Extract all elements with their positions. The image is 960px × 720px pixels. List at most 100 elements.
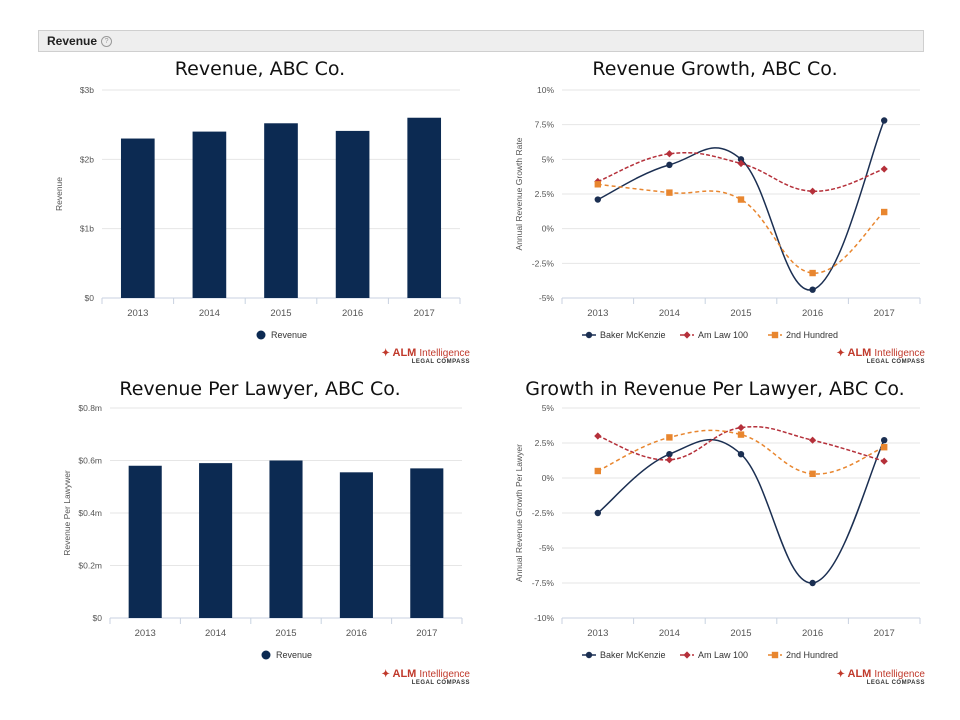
data-point bbox=[737, 196, 745, 203]
y-tick-label: 7.5% bbox=[535, 120, 555, 130]
y-tick-label: -10% bbox=[534, 613, 554, 623]
data-point bbox=[666, 434, 673, 441]
bar bbox=[120, 138, 155, 298]
data-point bbox=[881, 208, 888, 216]
data-point bbox=[594, 181, 601, 188]
series-line bbox=[597, 426, 885, 462]
y-tick-label: 2.5% bbox=[535, 438, 555, 448]
brand-suffix: Intelligence bbox=[874, 348, 925, 359]
data-point bbox=[881, 117, 888, 124]
chart-title: Growth in Revenue Per Lawyer, ABC Co. bbox=[525, 378, 905, 400]
data-point bbox=[809, 436, 817, 444]
y-tick-label: $0.2m bbox=[78, 561, 102, 571]
data-point bbox=[809, 187, 817, 195]
brand-name: ALM bbox=[392, 668, 417, 680]
x-tick-label: 2016 bbox=[802, 308, 823, 319]
x-tick-label: 2016 bbox=[802, 628, 823, 639]
x-tick-label: 2015 bbox=[730, 308, 751, 319]
data-point bbox=[737, 431, 745, 438]
panel-title: Revenue bbox=[47, 34, 98, 48]
x-tick-label: 2013 bbox=[587, 308, 608, 319]
y-tick-label: 0% bbox=[542, 473, 555, 483]
x-tick-label: 2015 bbox=[730, 628, 751, 639]
legend-label: Am Law 100 bbox=[698, 650, 748, 660]
y-tick-label: $3b bbox=[80, 85, 94, 95]
legend-label: 2nd Hundred bbox=[786, 650, 838, 660]
chart-growth-per-lawyer: Growth in Revenue Per Lawyer, ABC Co. -1… bbox=[500, 378, 930, 698]
brand-logo: ✦ ALM Intelligence LEGAL COMPASS bbox=[805, 347, 925, 365]
x-tick-label: 2017 bbox=[874, 308, 895, 319]
y-tick-label: 10% bbox=[537, 85, 554, 95]
brand-suffix: Intelligence bbox=[419, 348, 470, 359]
data-point bbox=[809, 470, 816, 477]
alm-logo-icon: ✦ bbox=[836, 669, 845, 680]
data-point bbox=[594, 509, 601, 517]
x-tick-label: 2016 bbox=[346, 628, 367, 639]
y-tick-label: $0 bbox=[93, 613, 103, 623]
series-line bbox=[597, 183, 885, 274]
legend-label: Am Law 100 bbox=[698, 330, 748, 340]
legend-marker bbox=[261, 650, 271, 660]
panel-header: Revenue ? bbox=[38, 30, 924, 52]
data-point bbox=[585, 331, 593, 339]
bar bbox=[335, 130, 370, 298]
data-point bbox=[737, 159, 745, 168]
chart-title: Revenue Growth, ABC Co. bbox=[592, 58, 838, 80]
y-tick-label: 5% bbox=[542, 403, 555, 413]
series-line bbox=[597, 438, 885, 584]
x-tick-label: 2016 bbox=[342, 308, 363, 319]
bar bbox=[264, 123, 298, 298]
chart-revenue-growth: Revenue Growth, ABC Co. -5% -2.5% 0% 2.5% 5%… bbox=[500, 58, 930, 378]
y-tick-label: $0 bbox=[85, 293, 95, 303]
bar bbox=[407, 117, 442, 298]
data-point bbox=[665, 150, 673, 158]
chart-revenue-per-lawyer-svg: $0 $0.2m $0.4m $0.6m $0.8m 2013 2014 2015 2016 20… bbox=[62, 403, 463, 660]
brand-suffix: Intelligence bbox=[419, 669, 470, 680]
y-tick-label: $0.4m bbox=[78, 508, 102, 518]
data-point bbox=[809, 579, 816, 587]
y-tick-label: -2.5% bbox=[532, 508, 555, 518]
bar bbox=[128, 465, 162, 618]
y-tick-label: $0.8m bbox=[78, 403, 102, 413]
y-tick-label: 5% bbox=[542, 154, 555, 164]
x-tick-label: 2015 bbox=[270, 308, 291, 319]
brand-sub: LEGAL COMPASS bbox=[866, 680, 925, 686]
chart-revenue-per-lawyer: Revenue Per Lawyer, ABC Co. $0 $0.2m $0.4m… bbox=[40, 378, 480, 698]
x-tick-label: 2013 bbox=[587, 628, 608, 639]
legend-label: Baker McKenzie bbox=[600, 330, 666, 340]
bar bbox=[410, 468, 444, 618]
data-point bbox=[809, 286, 816, 293]
y-tick-label: 0% bbox=[542, 224, 555, 234]
bar bbox=[339, 472, 373, 618]
data-point bbox=[594, 196, 601, 203]
brand-name: ALM bbox=[392, 347, 417, 359]
y-tick-label: $0.6m bbox=[78, 456, 102, 466]
series-line bbox=[597, 120, 885, 291]
data-point bbox=[880, 165, 888, 173]
data-point bbox=[683, 331, 691, 339]
y-axis-label: Annual Revenue Growth Per Lawyer bbox=[514, 444, 524, 582]
x-tick-label: 2017 bbox=[416, 628, 437, 639]
alm-logo-icon: ✦ bbox=[381, 669, 390, 680]
brand-name: ALM bbox=[847, 668, 872, 680]
y-tick-label: $1b bbox=[80, 224, 94, 234]
brand-logo: ✦ ALM Intelligence LEGAL COMPASS bbox=[350, 668, 470, 686]
legend-label: 2nd Hundred bbox=[786, 330, 838, 340]
data-point bbox=[594, 467, 601, 475]
y-tick-label: 2.5% bbox=[535, 189, 555, 199]
legend-label: Revenue bbox=[276, 650, 312, 660]
data-point bbox=[881, 437, 888, 444]
bar bbox=[192, 131, 227, 298]
question-circle-icon[interactable]: ? bbox=[101, 35, 113, 47]
x-tick-label: 2013 bbox=[135, 628, 156, 639]
data-point bbox=[771, 331, 779, 339]
data-point bbox=[880, 457, 888, 465]
y-tick-label: $2b bbox=[80, 154, 94, 164]
x-tick-label: 2017 bbox=[874, 628, 895, 639]
data-point bbox=[771, 651, 779, 659]
brand-sub: LEGAL COMPASS bbox=[411, 680, 470, 686]
data-point bbox=[594, 432, 602, 440]
data-point bbox=[881, 444, 888, 451]
brand-sub: LEGAL COMPASS bbox=[411, 359, 470, 365]
x-tick-label: 2013 bbox=[127, 308, 148, 319]
